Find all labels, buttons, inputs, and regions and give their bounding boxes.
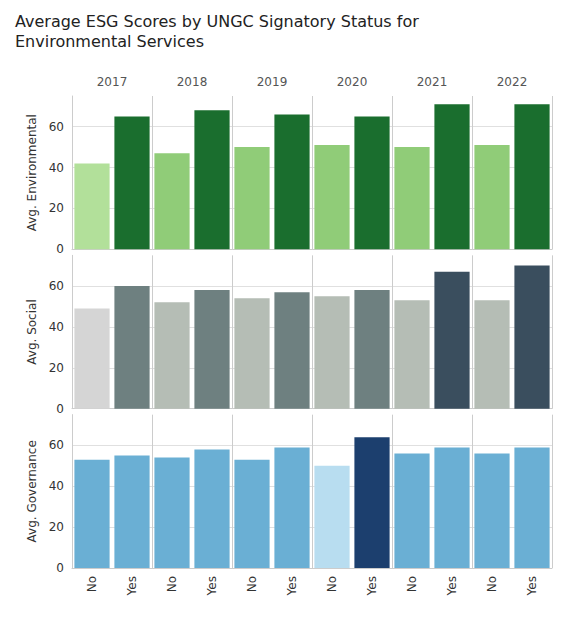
svg-text:Yes: Yes [525, 576, 539, 596]
svg-text:2017: 2017 [97, 75, 128, 89]
svg-text:Yes: Yes [365, 576, 379, 596]
svg-text:2018: 2018 [177, 75, 208, 89]
svg-text:40: 40 [49, 479, 64, 493]
svg-text:2022: 2022 [497, 75, 528, 89]
svg-text:20: 20 [49, 520, 64, 534]
svg-text:2019: 2019 [257, 75, 288, 89]
svg-text:0: 0 [56, 561, 64, 575]
svg-text:Average ESG Scores by UNGC Sig: Average ESG Scores by UNGC Signatory Sta… [15, 12, 419, 31]
svg-text:Avg. Environmental: Avg. Environmental [25, 114, 39, 231]
svg-text:Yes: Yes [125, 576, 139, 596]
svg-text:60: 60 [49, 120, 64, 134]
svg-text:20: 20 [49, 201, 64, 215]
svg-text:0: 0 [56, 402, 64, 416]
svg-text:2020: 2020 [337, 75, 368, 89]
svg-text:Avg. Governance: Avg. Governance [25, 440, 39, 542]
svg-text:No: No [405, 576, 419, 592]
svg-text:No: No [85, 576, 99, 592]
svg-text:20: 20 [49, 361, 64, 375]
svg-text:Yes: Yes [285, 576, 299, 596]
svg-text:No: No [245, 576, 259, 592]
svg-text:Environmental Services: Environmental Services [15, 32, 204, 51]
svg-text:Avg. Social: Avg. Social [25, 299, 39, 364]
svg-text:60: 60 [49, 279, 64, 293]
svg-text:0: 0 [56, 242, 64, 256]
svg-text:Yes: Yes [205, 576, 219, 596]
svg-text:2021: 2021 [417, 75, 448, 89]
svg-text:40: 40 [49, 161, 64, 175]
svg-text:No: No [325, 576, 339, 592]
svg-text:No: No [485, 576, 499, 592]
svg-text:Yes: Yes [445, 576, 459, 596]
svg-text:40: 40 [49, 320, 64, 334]
svg-text:60: 60 [49, 438, 64, 452]
svg-text:No: No [165, 576, 179, 592]
